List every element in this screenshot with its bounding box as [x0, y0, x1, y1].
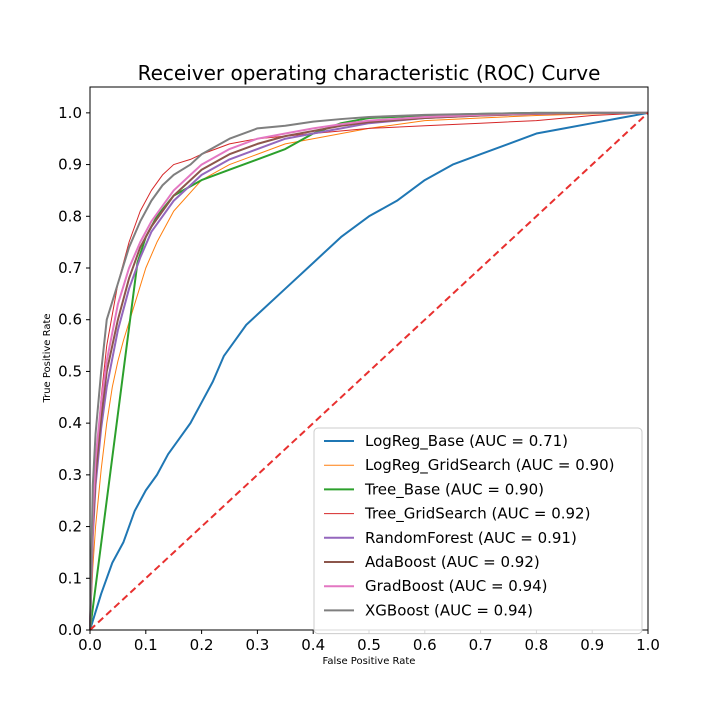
x-tick-label: 0.8	[524, 636, 548, 654]
x-tick-label: 0.5	[357, 636, 381, 654]
x-tick-label: 0.3	[245, 636, 269, 654]
y-tick-label: 0.5	[58, 362, 82, 380]
series-line-0	[89, 111, 649, 631]
x-tick-label: 0.1	[134, 636, 158, 654]
y-axis-label: True Positive Rate	[42, 313, 53, 403]
x-tick-label: 0.4	[301, 636, 325, 654]
legend-label: AdaBoost (AUC = 0.92)	[365, 553, 540, 571]
series-line-1	[89, 112, 649, 631]
x-axis-label: False Positive Rate	[323, 656, 416, 667]
y-tick-label: 0.3	[58, 466, 82, 484]
x-tick-label: 0.0	[78, 636, 102, 654]
chart-title: Receiver operating characteristic (ROC) …	[138, 61, 601, 85]
y-tick-label: 0.4	[58, 414, 82, 432]
legend: LogReg_Base (AUC = 0.71) LogReg_GridSearc…	[313, 427, 643, 635]
x-tick-label: 1.0	[636, 636, 660, 654]
series-line-6	[89, 111, 648, 631]
x-tick-label: 0.6	[413, 636, 437, 654]
legend-label: RandomForest (AUC = 0.91)	[365, 529, 577, 547]
y-tick-label: 0.8	[58, 207, 82, 225]
legend-box	[313, 427, 643, 635]
y-tick-label: 0.7	[58, 259, 82, 277]
y-tick-label: 0.2	[58, 518, 82, 536]
legend-label: Tree_GridSearch (AUC = 0.92)	[364, 505, 590, 524]
series-line-7	[89, 111, 648, 631]
reference-diagonal-line	[89, 112, 649, 631]
y-tick-label: 0.9	[58, 156, 82, 174]
y-tick-label: 0.1	[58, 569, 82, 587]
x-tick-label: 0.2	[190, 636, 214, 654]
y-tick-label: 1.0	[58, 104, 82, 122]
series-line-3	[89, 112, 649, 631]
legend-label: LogReg_Base (AUC = 0.71)	[365, 432, 568, 451]
y-tick-label: 0.0	[58, 621, 82, 639]
legend-label: LogReg_GridSearch (AUC = 0.90)	[365, 456, 615, 475]
legend-label: XGBoost (AUC = 0.94)	[365, 601, 533, 619]
legend-label: Tree_Base (AUC = 0.90)	[364, 480, 544, 499]
y-tick-label: 0.6	[58, 311, 82, 329]
x-tick-label: 0.7	[469, 636, 493, 654]
x-tick-label: 0.9	[580, 636, 604, 654]
legend-label: GradBoost (AUC = 0.94)	[365, 577, 548, 595]
